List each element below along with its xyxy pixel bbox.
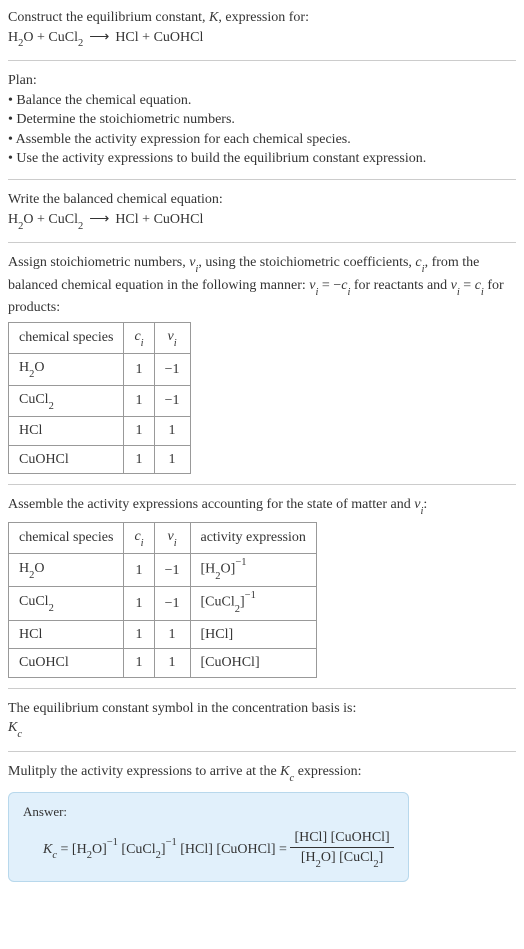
equation-line-1: H2O + CuCl2⟶HCl + CuOHCl [8,28,516,50]
species-hcl: HCl [115,212,138,227]
cell-c: 1 [124,649,154,678]
col-nui: νi [154,322,190,353]
plan-title: Plan: [8,71,516,91]
col-species: chemical species [9,522,124,553]
cell-nu: −1 [154,554,190,587]
plus: + [34,212,49,227]
species-h2o: H2O [8,212,34,227]
cell-activity: [H2O]−1 [190,554,316,587]
activity-table: chemical species ci νi activity expressi… [8,522,317,678]
table-row: H2O1−1[H2O]−1 [9,554,317,587]
table-row: CuOHCl11 [9,445,191,474]
numerator: [HCl] [CuOHCl] [290,828,393,849]
table-row: CuCl21−1 [9,385,191,416]
cell-nu: 1 [154,620,190,649]
table-row: HCl11 [9,417,191,446]
table-row: CuCl21−1[CuCl2]−1 [9,587,317,620]
cell-species: H2O [9,554,124,587]
assign-block: Assign stoichiometric numbers, νi, using… [8,253,516,474]
table-row: H2O1−1 [9,354,191,385]
plus2: + [139,212,154,227]
intro-text2: , expression for: [218,10,309,25]
equation-line-2: H2O + CuCl2⟶HCl + CuOHCl [8,210,516,232]
plan-item: • Use the activity expressions to build … [8,149,516,169]
divider [8,688,516,689]
plan-item: • Determine the stoichiometric numbers. [8,110,516,130]
table-header-row: chemical species ci νi activity expressi… [9,522,317,553]
balanced-title: Write the balanced chemical equation: [8,190,516,210]
species-cucl2: CuCl2 [48,30,83,45]
col-nui: νi [154,522,190,553]
cell-species: CuCl2 [9,587,124,620]
species-cuohcl: CuOHCl [154,212,204,227]
cell-c: 1 [124,385,154,416]
cell-c: 1 [124,417,154,446]
species-cucl2: CuCl2 [48,212,83,227]
table-row: CuOHCl11[CuOHCl] [9,649,317,678]
fraction: [HCl] [CuOHCl][H2O] [CuCl2] [290,828,393,871]
cell-species: HCl [9,620,124,649]
plan-item: • Assemble the activity expression for e… [8,130,516,150]
arrow-icon: ⟶ [83,210,115,230]
cell-species: CuOHCl [9,445,124,474]
divider [8,751,516,752]
cell-activity: [HCl] [190,620,316,649]
cell-c: 1 [124,587,154,620]
cell-species: HCl [9,417,124,446]
cell-activity: [CuCl2]−1 [190,587,316,620]
multiply-line: Mulitply the activity expressions to arr… [8,762,516,784]
basis-kc: Kc [8,718,516,740]
intro-block: Construct the equilibrium constant, K, e… [8,8,516,50]
basis-block: The equilibrium constant symbol in the c… [8,699,516,741]
divider [8,484,516,485]
cell-nu: −1 [154,354,190,385]
intro-K: K [209,10,218,25]
basis-line: The equilibrium constant symbol in the c… [8,699,516,719]
cell-species: CuCl2 [9,385,124,416]
divider [8,242,516,243]
denominator: [H2O] [CuCl2] [290,848,393,870]
cell-species: CuOHCl [9,649,124,678]
arrow-icon: ⟶ [83,28,115,48]
stoich-table: chemical species ci νi H2O1−1 CuCl21−1 H… [8,322,191,475]
divider [8,179,516,180]
col-ci: ci [124,522,154,553]
plus2: + [139,30,154,45]
col-species: chemical species [9,322,124,353]
multiply-block: Mulitply the activity expressions to arr… [8,762,516,784]
cell-nu: −1 [154,587,190,620]
table-row: HCl11[HCl] [9,620,317,649]
answer-label: Answer: [23,803,394,821]
species-h2o: H2O [8,30,34,45]
col-activity: activity expression [190,522,316,553]
divider [8,60,516,61]
intro-line: Construct the equilibrium constant, K, e… [8,8,516,28]
cell-species: H2O [9,354,124,385]
assign-text: Assign stoichiometric numbers, νi, using… [8,253,516,318]
balanced-block: Write the balanced chemical equation: H2… [8,190,516,232]
cell-nu: 1 [154,417,190,446]
answer-box: Answer: Kc = [H2O]−1 [CuCl2]−1 [HCl] [Cu… [8,792,409,881]
cell-c: 1 [124,354,154,385]
answer-equation: Kc = [H2O]−1 [CuCl2]−1 [HCl] [CuOHCl] = … [23,828,394,871]
plan-block: Plan: • Balance the chemical equation. •… [8,71,516,169]
table-header-row: chemical species ci νi [9,322,191,353]
cell-activity: [CuOHCl] [190,649,316,678]
species-hcl: HCl [115,30,138,45]
species-cuohcl: CuOHCl [154,30,204,45]
cell-c: 1 [124,620,154,649]
intro-text: Construct the equilibrium constant, [8,10,209,25]
cell-nu: 1 [154,445,190,474]
plus: + [34,30,49,45]
assemble-block: Assemble the activity expressions accoun… [8,495,516,677]
cell-nu: 1 [154,649,190,678]
cell-nu: −1 [154,385,190,416]
assemble-text: Assemble the activity expressions accoun… [8,495,516,517]
col-ci: ci [124,322,154,353]
cell-c: 1 [124,445,154,474]
cell-c: 1 [124,554,154,587]
plan-item: • Balance the chemical equation. [8,91,516,111]
